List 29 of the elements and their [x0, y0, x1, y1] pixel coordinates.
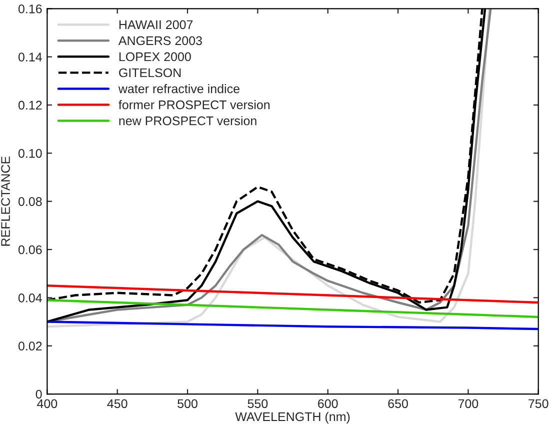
x-axis-title: WAVELENGTH (nm) [235, 412, 350, 424]
y-tick-label: 0.06 [18, 245, 42, 254]
x-tick-label: 600 [318, 399, 338, 408]
y-tick-label: 0.12 [18, 100, 42, 110]
x-tick-label: 400 [37, 399, 58, 408]
legend-label: ANGERS 2003 [118, 36, 202, 46]
y-tick-label: 0.08 [18, 197, 42, 206]
y-tick-label: 0.14 [18, 52, 42, 62]
y-tick-label: 0 [36, 390, 42, 399]
line-series [47, 284, 538, 304]
line-series [47, 298, 538, 318]
y-tick-label: 0.02 [18, 342, 42, 351]
x-tick-label: 500 [178, 399, 198, 408]
y-tick-label: 0.10 [18, 148, 42, 158]
x-tick-label: 700 [458, 399, 478, 408]
x-tick-label: 650 [388, 399, 408, 408]
legend-label: HAWAII 2007 [119, 20, 193, 30]
legend-label: water refractive indice [118, 84, 240, 94]
x-tick-label: 750 [528, 399, 548, 408]
y-tick-label: 0.16 [18, 4, 42, 14]
y-tick-label: 0.04 [18, 293, 42, 302]
legend-label: former PROSPECT version [118, 100, 270, 110]
x-tick-label: 550 [248, 399, 268, 408]
line-series [47, 320, 538, 330]
x-tick-label: 450 [107, 399, 128, 408]
y-axis-title: REFLECTANCE [1, 156, 10, 246]
legend-label: LOPEX 2000 [119, 52, 191, 62]
legend-label: GITELSON [119, 68, 181, 78]
legend-label: new PROSPECT version [119, 116, 256, 126]
